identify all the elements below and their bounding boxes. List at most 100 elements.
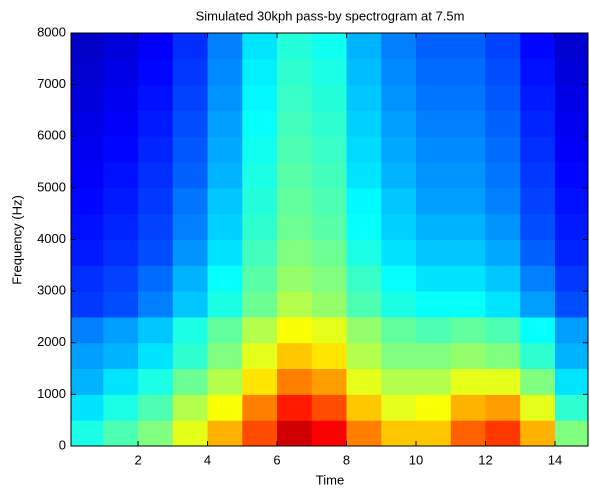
heatmap-cell [346, 420, 382, 447]
heatmap-cells [71, 33, 589, 447]
y-tick-label: 3000 [37, 283, 66, 298]
heatmap-cell [346, 316, 382, 344]
heatmap-cell [416, 33, 452, 60]
heatmap-cell [485, 316, 521, 344]
heatmap-cell [103, 239, 139, 266]
heatmap-cell [311, 110, 348, 137]
heatmap-cell [450, 33, 487, 60]
heatmap-cell [346, 213, 382, 240]
x-axis-label: Time [316, 472, 344, 487]
y-tick-label: 5000 [37, 179, 66, 194]
heatmap-cell [450, 110, 487, 137]
heatmap-cell [103, 136, 139, 163]
heatmap-cell [277, 394, 313, 421]
y-tick-label: 6000 [37, 128, 66, 143]
heatmap-cell [71, 368, 104, 395]
heatmap-cell [554, 342, 589, 370]
heatmap-cell [71, 239, 104, 266]
heatmap-cell [416, 136, 452, 163]
heatmap-cell [71, 316, 104, 344]
heatmap-cell [138, 265, 174, 292]
heatmap-cell [138, 291, 174, 318]
heatmap-cell [103, 420, 139, 447]
heatmap-cell [277, 110, 313, 137]
heatmap-cell [207, 368, 243, 395]
heatmap-cell [103, 368, 139, 395]
heatmap-cell [520, 239, 556, 266]
heatmap-cell [138, 136, 174, 163]
heatmap-cell [172, 33, 209, 60]
heatmap-cell [381, 342, 417, 370]
y-tick-label: 7000 [37, 76, 66, 91]
heatmap-cell [381, 162, 417, 189]
heatmap-cell [520, 291, 556, 318]
heatmap-cell [277, 342, 313, 370]
heatmap-cell [207, 316, 243, 344]
y-tick-label: 0 [59, 437, 66, 452]
y-tick-label: 1000 [37, 386, 66, 401]
heatmap-cell [207, 84, 243, 111]
heatmap-cell [71, 265, 104, 292]
heatmap-cell [207, 58, 243, 86]
heatmap-cell [450, 187, 487, 215]
heatmap-cell [450, 213, 487, 240]
heatmap-cell [450, 394, 487, 421]
x-tick-label: 4 [204, 452, 211, 467]
heatmap-cell [485, 239, 521, 266]
heatmap-cell [207, 136, 243, 163]
heatmap-cell [381, 420, 417, 447]
heatmap-cell [311, 265, 348, 292]
heatmap-cell [346, 136, 382, 163]
heatmap-cell [416, 162, 452, 189]
heatmap-cell [485, 84, 521, 111]
heatmap-cell [381, 265, 417, 292]
heatmap-cell [207, 110, 243, 137]
heatmap-cell [416, 265, 452, 292]
x-tick-label: 2 [134, 452, 141, 467]
heatmap-cell [207, 187, 243, 215]
heatmap-cell [207, 291, 243, 318]
heatmap-cell [450, 420, 487, 447]
heatmap-cell [346, 187, 382, 215]
heatmap-cell [242, 368, 278, 395]
heatmap-cell [242, 291, 278, 318]
heatmap-cell [242, 136, 278, 163]
heatmap-cell [485, 265, 521, 292]
x-tick-label: 14 [548, 452, 562, 467]
heatmap-cell [381, 136, 417, 163]
heatmap-cell [277, 265, 313, 292]
heatmap-cell [381, 239, 417, 266]
heatmap-cell [103, 110, 139, 137]
heatmap-cell [103, 33, 139, 60]
heatmap-cell [242, 420, 278, 447]
x-tick-label: 8 [343, 452, 350, 467]
heatmap-cell [520, 316, 556, 344]
x-tick-label: 12 [478, 452, 492, 467]
heatmap-cell [172, 84, 209, 111]
heatmap-cell [485, 33, 521, 60]
heatmap-cell [311, 342, 348, 370]
heatmap-cell [416, 187, 452, 215]
heatmap-cell [554, 213, 589, 240]
heatmap-cell [277, 239, 313, 266]
heatmap-cell [103, 291, 139, 318]
heatmap-cell [71, 58, 104, 86]
heatmap-cell [381, 84, 417, 111]
heatmap-cell [71, 187, 104, 215]
heatmap-cell [554, 33, 589, 60]
heatmap-cell [172, 136, 209, 163]
heatmap-cell [242, 239, 278, 266]
heatmap-cell [277, 291, 313, 318]
heatmap-cell [71, 213, 104, 240]
heatmap-cell [416, 420, 452, 447]
heatmap-cell [207, 394, 243, 421]
y-tick-label: 4000 [37, 231, 66, 246]
heatmap-cell [277, 420, 313, 447]
heatmap-cell [381, 33, 417, 60]
heatmap-cell [103, 187, 139, 215]
heatmap-cell [138, 368, 174, 395]
heatmap-cell [381, 316, 417, 344]
heatmap-cell [277, 187, 313, 215]
heatmap-cell [346, 265, 382, 292]
heatmap-cell [138, 33, 174, 60]
